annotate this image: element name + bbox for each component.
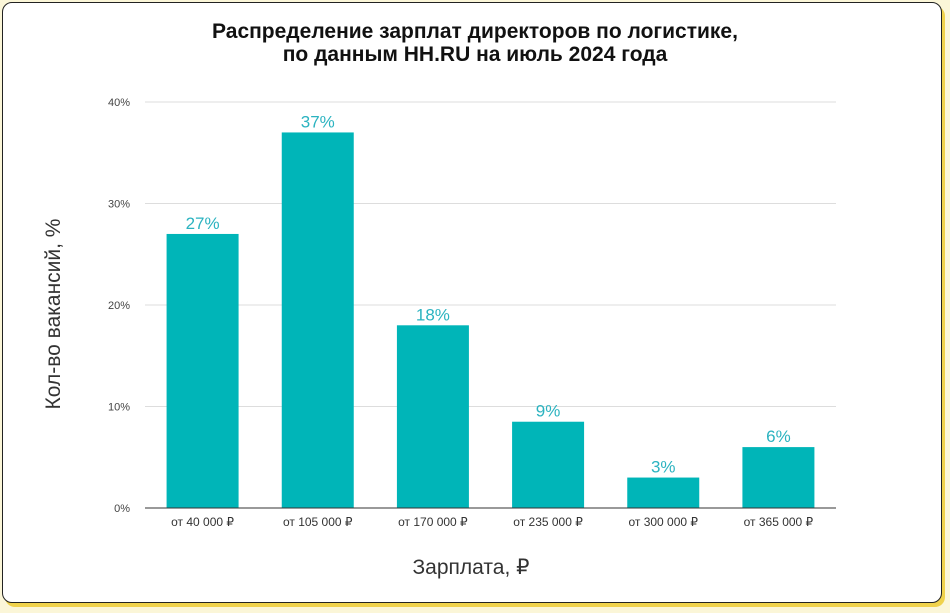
x-tick-label: от 105 000 ₽	[283, 515, 353, 529]
y-tick-label: 40%	[108, 97, 130, 109]
x-tick-label: от 235 000 ₽	[513, 515, 583, 529]
x-tick-label: от 170 000 ₽	[398, 515, 468, 529]
y-tick-label: 10%	[108, 402, 130, 414]
x-tick-label: от 40 000 ₽	[171, 515, 234, 529]
bar	[512, 421, 585, 508]
bar-data-label: 37%	[301, 112, 335, 131]
bar	[396, 325, 469, 508]
y-axis-title: Кол-во вакансий, %	[42, 219, 65, 410]
chart-title: Распределение зарплат директоров по логи…	[0, 20, 950, 66]
bar-data-label: 3%	[651, 458, 676, 477]
y-axis-ticks: 0% 10% 20% 30% 40%	[108, 97, 130, 515]
y-tick-label: 0%	[114, 503, 130, 515]
bar-data-label: 27%	[186, 214, 220, 233]
bar-data-label: 18%	[416, 305, 450, 324]
bar	[281, 132, 354, 508]
x-axis-title: Зарплата, ₽	[413, 556, 530, 579]
gridlines	[145, 101, 836, 407]
data-labels: 27% 37% 18% 9% 3% 6%	[186, 112, 791, 476]
chart-title-line-2: по данным HH.RU на июль 2024 года	[282, 43, 668, 66]
x-axis-ticks: от 40 000 ₽ от 105 000 ₽ от 170 000 ₽ от 23…	[171, 515, 813, 529]
bar	[742, 447, 815, 508]
bar-data-label: 6%	[766, 427, 791, 446]
bar-data-label: 9%	[536, 402, 561, 421]
bar	[166, 233, 239, 508]
chart-title-line-1: Распределение зарплат директоров по логи…	[212, 20, 738, 43]
x-tick-label: от 365 000 ₽	[744, 515, 814, 529]
y-tick-label: 20%	[108, 300, 130, 312]
bar	[627, 477, 700, 508]
x-tick-label: от 300 000 ₽	[628, 515, 698, 529]
y-tick-label: 30%	[108, 199, 130, 211]
bars	[166, 132, 815, 508]
